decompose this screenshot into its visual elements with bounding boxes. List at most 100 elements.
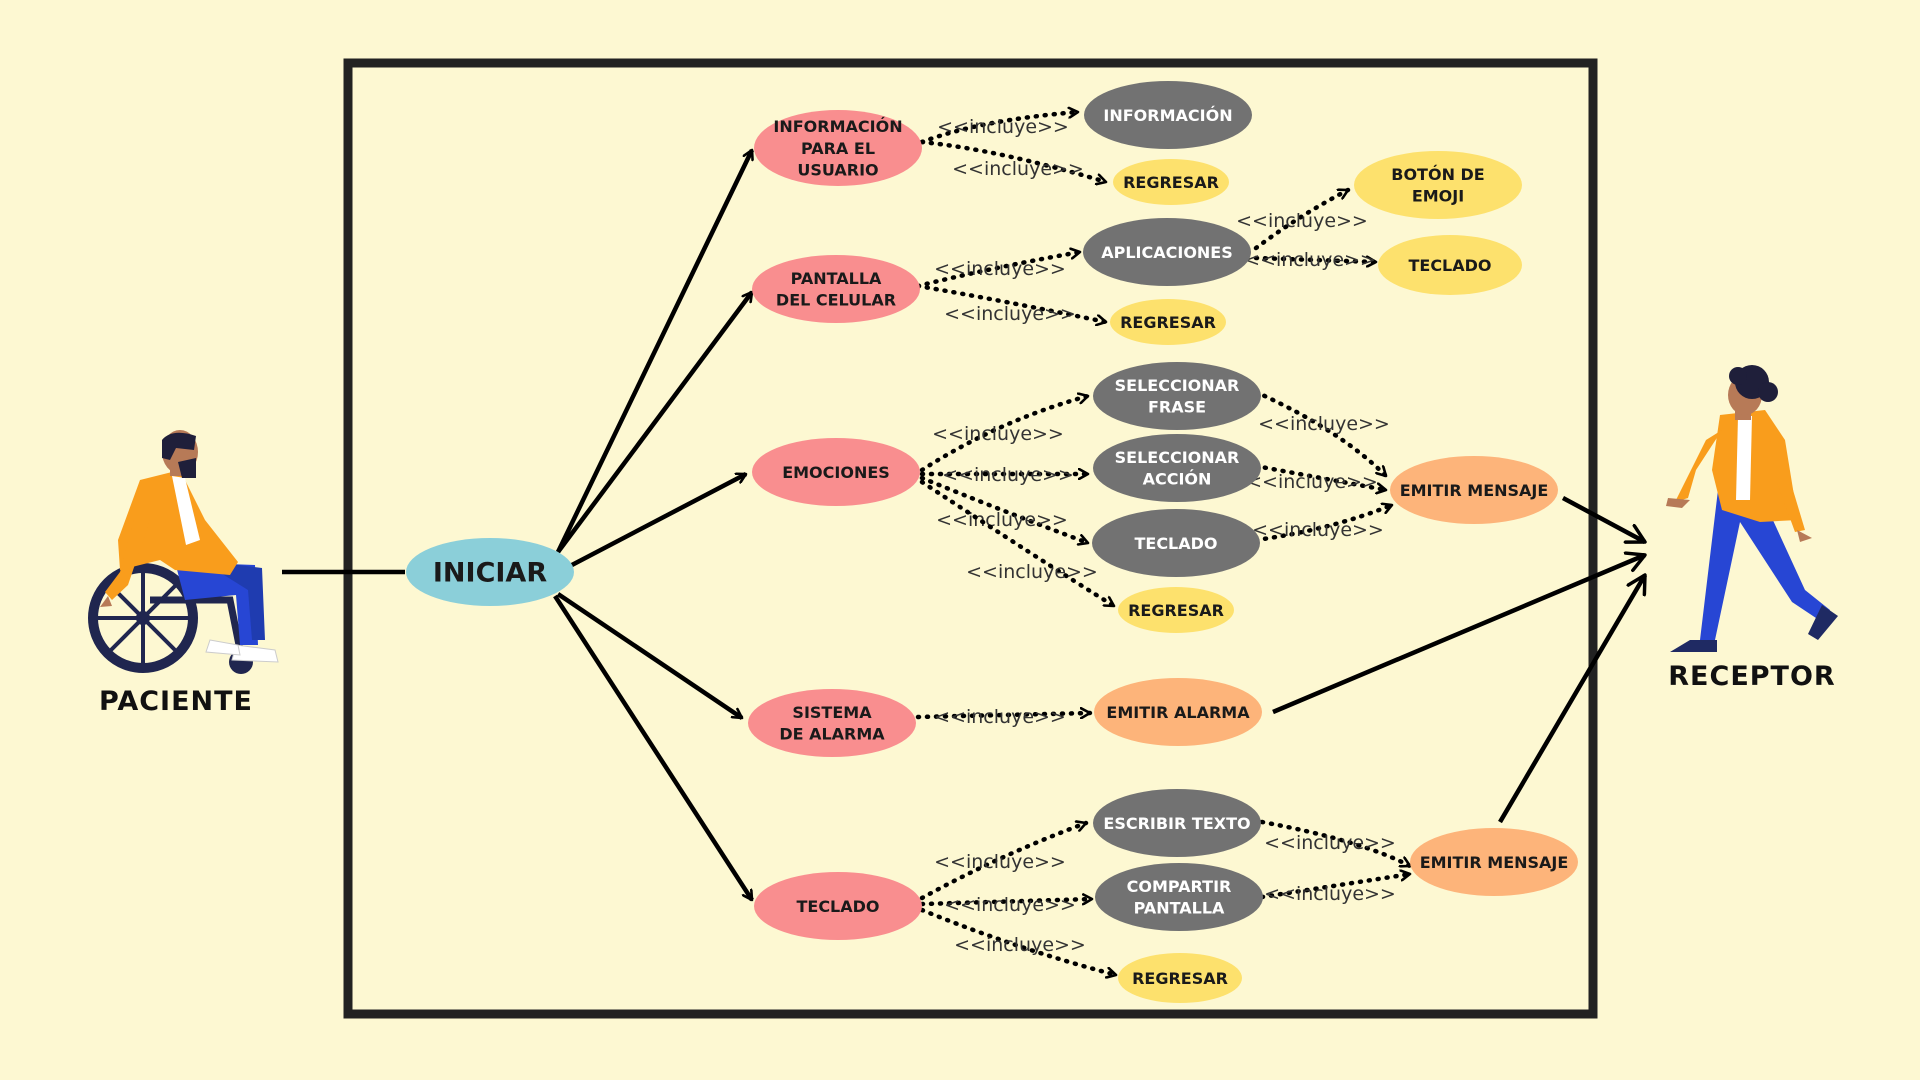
iniciar-teclado-arrow [553, 594, 754, 900]
usecase-label: ACCIÓN [1143, 470, 1212, 489]
usecase-label: SELECCIONAR [1115, 376, 1240, 395]
usecase-label: INFORMACIÓN [1103, 106, 1232, 125]
usecase-ellipse [1118, 587, 1234, 633]
usecase-label: PANTALLA [791, 269, 882, 288]
usecase-iniciar: INICIAR [406, 538, 574, 606]
usecase-sistema-alarma: SISTEMA DE ALARMA [748, 689, 916, 757]
usecase-ellipse [1093, 789, 1261, 857]
usecase-label: INFORMACIÓN [773, 117, 902, 136]
include-edge [1259, 819, 1413, 869]
usecase-ellipse [1390, 456, 1558, 524]
usecase-ellipse [754, 110, 922, 186]
include-label: <<incluye>> [937, 116, 1069, 138]
usecase-ellipse [1354, 151, 1522, 219]
usecase-label: DEL CELULAR [776, 291, 896, 310]
usecase-ellipse [1113, 159, 1229, 205]
usecase-label: EMITIR MENSAJE [1420, 853, 1569, 872]
usecase-informacion: INFORMACIÓN [1084, 81, 1252, 149]
receptor-label: RECEPTOR [1668, 661, 1835, 692]
usecase-label: TECLADO [796, 897, 879, 916]
usecase-seleccionar-accion: SELECCIONAR ACCIÓN [1093, 434, 1261, 502]
include-edge [919, 479, 1117, 609]
usecase-regresar1: REGRESAR [1113, 159, 1229, 205]
usecase-ellipse [754, 872, 922, 940]
include-label: <<incluye>> [1244, 249, 1376, 271]
include-edge [919, 396, 1091, 473]
usecase-label: EMITIR MENSAJE [1400, 481, 1549, 500]
usecase-teclado-app: TECLADO [1378, 235, 1522, 295]
usecase-label: INICIAR [433, 558, 547, 589]
usecase-regresar3: REGRESAR [1118, 587, 1234, 633]
include-edge [1259, 874, 1413, 900]
include-edge [919, 112, 1081, 145]
include-label: <<incluye>> [1246, 471, 1378, 493]
mensaje1-receptor-arrow [1561, 496, 1645, 544]
usecase-label: ESCRIBIR TEXTO [1103, 814, 1250, 833]
include-label: <<incluye>> [954, 934, 1086, 956]
include-label: <<incluye>> [944, 894, 1076, 916]
include-label: <<incluye>> [932, 423, 1064, 445]
usecase-regresar4: REGRESAR [1118, 953, 1242, 1003]
usecase-emociones: EMOCIONES [752, 438, 920, 506]
edges: <<incluye>> <<incluye>> <<incluye>> <<inclu… [282, 112, 1647, 975]
usecase-label: PARA EL [801, 139, 875, 158]
include-edge [915, 252, 1083, 289]
usecase-emitir-mensaje2: EMITIR MENSAJE [1410, 828, 1578, 896]
usecase-label: REGRESAR [1132, 969, 1228, 988]
include-edge [919, 899, 1095, 907]
paciente-label: PACIENTE [99, 686, 253, 717]
usecase-ellipse [1378, 235, 1522, 295]
include-label: <<incluye>> [942, 464, 1074, 486]
usecase-label: REGRESAR [1123, 173, 1219, 192]
usecase-label: DE ALARMA [779, 725, 885, 744]
usecase-seleccionar-frase: SELECCIONAR FRASE [1093, 362, 1261, 430]
usecase-teclado: TECLADO [754, 872, 922, 940]
usecase-label: EMITIR ALARMA [1106, 703, 1250, 722]
include-label: <<incluye>> [934, 851, 1066, 873]
include-label: <<incluye>> [1264, 832, 1396, 854]
usecase-teclado-emo: TECLADO [1092, 509, 1260, 577]
usecase-compartir-pantalla: COMPARTIR PANTALLA [1095, 863, 1263, 931]
usecase-ellipse [1093, 434, 1261, 502]
include-edge [1253, 258, 1379, 262]
iniciar-alarma-arrow [556, 592, 742, 720]
include-label: <<incluye>> [936, 509, 1068, 531]
usecase-ellipse [1094, 678, 1262, 746]
usecase-label: TECLADO [1408, 256, 1491, 275]
usecase-info-usuario: INFORMACIÓN PARA EL USUARIO [754, 110, 922, 186]
include-label: <<incluye>> [1236, 210, 1368, 232]
usecase-label: COMPARTIR [1127, 877, 1232, 896]
usecase-label: SISTEMA [792, 703, 872, 722]
receptor-actor: RECEPTOR [1666, 365, 1838, 692]
usecase-ellipse [1092, 509, 1260, 577]
include-label: <<incluye>> [1264, 883, 1396, 905]
usecase-emitir-mensaje1: EMITIR MENSAJE [1390, 456, 1558, 524]
usecase-label: EMOJI [1412, 187, 1464, 206]
include-edge [919, 907, 1119, 975]
usecase-label: REGRESAR [1128, 601, 1224, 620]
usecase-ellipse [406, 538, 574, 606]
usecase-ellipse [1110, 299, 1226, 345]
usecase-ellipse [748, 689, 916, 757]
iniciar-info-arrow [555, 150, 755, 553]
include-label: <<incluye>> [1258, 413, 1390, 435]
include-edge [1253, 187, 1351, 251]
usecase-label: SELECCIONAR [1115, 448, 1240, 467]
usecase-label: REGRESAR [1120, 313, 1216, 332]
include-edge [1253, 389, 1389, 479]
usecase-label: TECLADO [1134, 534, 1217, 553]
include-edge [1253, 505, 1395, 543]
include-edge [919, 139, 1109, 182]
include-label: <<incluye>> [966, 561, 1098, 583]
walking-person-icon [1666, 365, 1838, 652]
include-edge [919, 823, 1089, 901]
include-edge [1253, 463, 1389, 490]
include-label: <<incluye>> [934, 258, 1066, 280]
usecase-ellipse [1118, 953, 1242, 1003]
usecase-ellipse [752, 438, 920, 506]
usecase-label: PANTALLA [1134, 899, 1225, 918]
usecase-label: EMOCIONES [782, 463, 890, 482]
include-edge [919, 475, 1091, 543]
include-edge [915, 713, 1093, 720]
